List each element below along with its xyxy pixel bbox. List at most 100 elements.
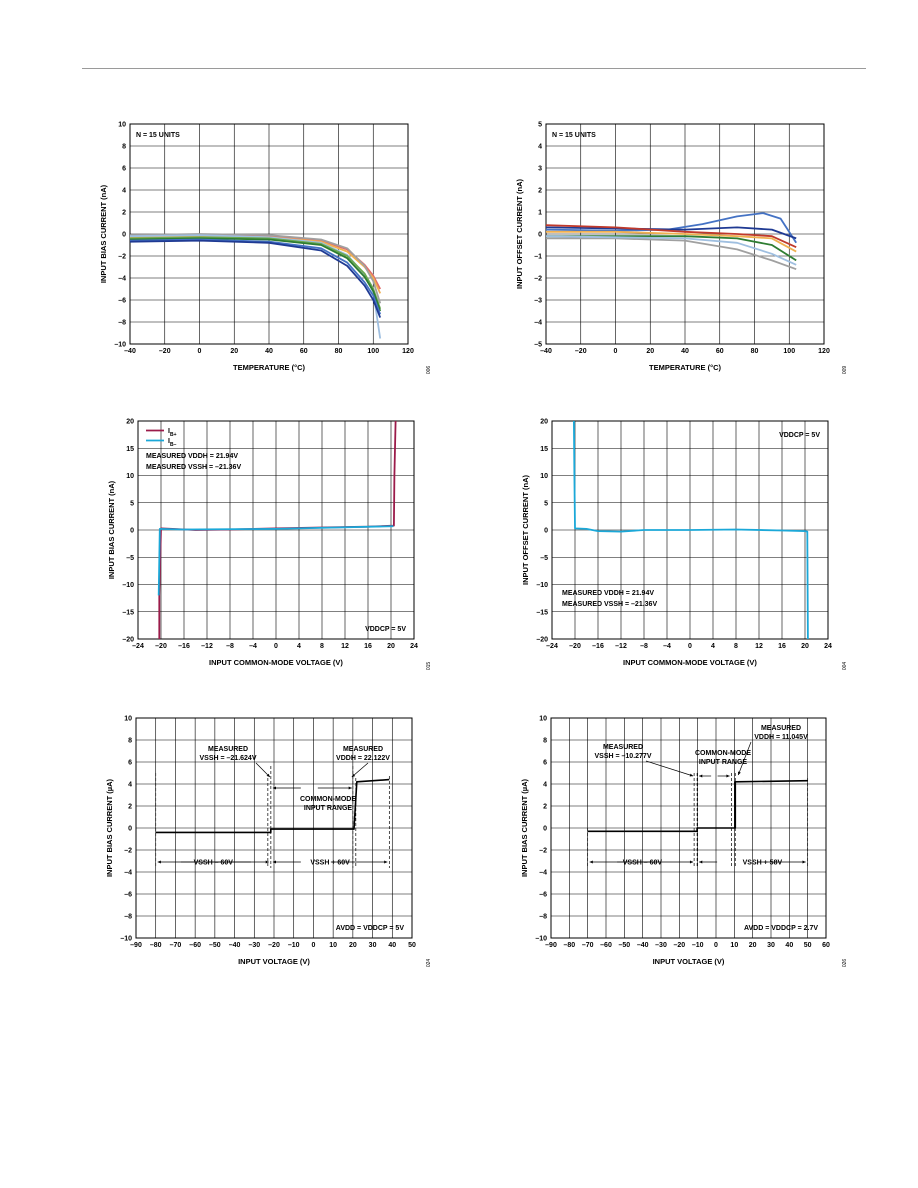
arrow-head xyxy=(699,774,703,778)
y-tick-label: –15 xyxy=(536,609,548,616)
y-tick-label: –8 xyxy=(124,914,132,921)
arrow-head xyxy=(384,860,388,864)
series-line-1 xyxy=(129,235,382,294)
arrow-head xyxy=(272,860,276,864)
plot-frame xyxy=(550,717,827,939)
x-tick-label: 24 xyxy=(410,643,418,650)
y-tick-label: –3 xyxy=(534,298,542,305)
annotation: MEASURED VSSH = –21.36V xyxy=(562,601,657,608)
series-line-6 xyxy=(129,238,382,315)
series-line-1 xyxy=(157,525,394,596)
x-tick-label: 16 xyxy=(778,643,786,650)
x-axis-label: INPUT VOLTAGE (V) xyxy=(238,957,310,966)
plot-frame xyxy=(551,420,829,640)
x-tick-label: 20 xyxy=(749,942,757,949)
x-tick-label: 60 xyxy=(822,942,830,949)
figure-number: 006 xyxy=(426,366,432,375)
legend-subscript: B+ xyxy=(170,432,177,438)
y-tick-label: 0 xyxy=(128,826,132,833)
chart-c2: –40 –20 0 20 40 60 80 100 120 5 4 3 2 1 0 –1 –2 –3 –4 –5 TEM… xyxy=(515,122,848,375)
annotation: VSSH = –10.277V xyxy=(594,753,651,760)
y-tick-label: 8 xyxy=(128,738,132,745)
annotation: AVDD = VDDCP = 5V xyxy=(336,925,405,932)
series-line-6 xyxy=(545,235,797,266)
x-tick-label: 0 xyxy=(274,643,278,650)
y-tick-label: –6 xyxy=(118,298,126,305)
y-tick-label: –20 xyxy=(122,637,134,644)
y-tick-label: –5 xyxy=(540,555,548,562)
y-tick-label: 2 xyxy=(538,188,542,195)
plot-frame xyxy=(129,123,409,345)
y-tick-label: –8 xyxy=(539,914,547,921)
arrow-head xyxy=(266,773,270,777)
annotation: COMMON-MODE xyxy=(300,796,356,803)
x-tick-label: 4 xyxy=(297,643,301,650)
arrow-head xyxy=(157,860,161,864)
y-axis-label: INPUT BIAS CURRENT (µA) xyxy=(105,778,114,877)
x-tick-label: 120 xyxy=(818,348,830,355)
x-tick-label: 100 xyxy=(783,348,795,355)
y-tick-label: 4 xyxy=(543,782,547,789)
arrow-head xyxy=(348,786,352,790)
y-tick-label: 10 xyxy=(118,122,126,129)
series-line-0 xyxy=(545,212,797,244)
figure-number: 004 xyxy=(842,662,848,671)
x-tick-label: –40 xyxy=(637,942,649,949)
y-tick-label: 0 xyxy=(538,232,542,239)
x-tick-label: –70 xyxy=(582,942,594,949)
y-tick-label: –20 xyxy=(536,637,548,644)
x-tick-label: 20 xyxy=(387,643,395,650)
y-axis-label: INPUT BIAS CURRENT (µA) xyxy=(520,778,529,877)
y-tick-label: –10 xyxy=(122,582,134,589)
x-tick-label: –24 xyxy=(132,643,144,650)
chart-c1: –40 –20 0 20 40 60 80 100 1201086420–2–4–6–8–10T… xyxy=(99,122,432,375)
annotation: INPUT RANGE xyxy=(304,805,353,812)
x-tick-label: 60 xyxy=(300,348,308,355)
x-tick-label: –20 xyxy=(673,942,685,949)
x-tick-label: –4 xyxy=(663,643,671,650)
y-tick-label: –8 xyxy=(118,320,126,327)
y-tick-label: 15 xyxy=(126,446,134,453)
x-tick-label: –50 xyxy=(618,942,630,949)
x-tick-label: 8 xyxy=(734,643,738,650)
y-tick-label: 20 xyxy=(126,419,134,426)
y-tick-label: 6 xyxy=(128,760,132,767)
plot-frame xyxy=(545,123,825,345)
x-tick-label: 100 xyxy=(367,348,379,355)
x-tick-label: 80 xyxy=(335,348,343,355)
figure-number: 024 xyxy=(426,959,432,968)
legend-label: IB+ xyxy=(168,428,177,438)
y-tick-label: –2 xyxy=(534,276,542,283)
x-tick-label: 20 xyxy=(801,643,809,650)
y-tick-label: 15 xyxy=(540,446,548,453)
annotation: VDDCP = 5V xyxy=(779,432,820,439)
annotation: COMMON-MODE xyxy=(695,750,751,757)
x-axis-label: TEMPERATURE (°C) xyxy=(649,363,722,372)
y-tick-label: 3 xyxy=(538,166,542,173)
series-line-7 xyxy=(129,239,382,318)
y-tick-label: –4 xyxy=(118,276,126,283)
x-tick-label: 10 xyxy=(730,942,738,949)
chart-c4: –24 –20 –16 –12 –8 –4 0 4 8 12 16 20 2420151050–5–10… xyxy=(521,419,848,671)
y-tick-label: 6 xyxy=(122,166,126,173)
x-tick-label: 30 xyxy=(767,942,775,949)
y-tick-label: 0 xyxy=(543,826,547,833)
arrow-line xyxy=(255,762,271,778)
annotation: MEASURED VDDH = 21.94V xyxy=(146,453,238,460)
x-tick-label: –40 xyxy=(124,348,136,355)
y-tick-label: 8 xyxy=(122,144,126,151)
x-tick-label: –10 xyxy=(288,942,300,949)
legend-label: IB– xyxy=(168,438,177,448)
series-line-5 xyxy=(129,237,382,312)
arrow-head xyxy=(689,860,694,864)
y-tick-label: –4 xyxy=(539,870,547,877)
annotation: MEASURED xyxy=(208,746,248,753)
annotation: VSSH – 60V xyxy=(623,860,663,867)
legend-subscript: B– xyxy=(170,442,177,448)
arrow-head xyxy=(351,773,356,777)
annotation: VDDCP = 5V xyxy=(365,626,406,633)
y-tick-label: –10 xyxy=(535,936,547,943)
x-tick-label: –30 xyxy=(248,942,260,949)
arrow-head xyxy=(589,860,593,864)
y-tick-label: 2 xyxy=(128,804,132,811)
